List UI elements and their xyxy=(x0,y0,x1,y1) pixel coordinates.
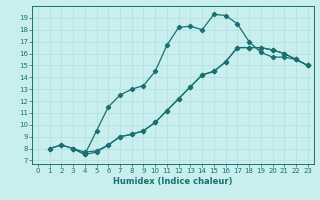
X-axis label: Humidex (Indice chaleur): Humidex (Indice chaleur) xyxy=(113,177,233,186)
